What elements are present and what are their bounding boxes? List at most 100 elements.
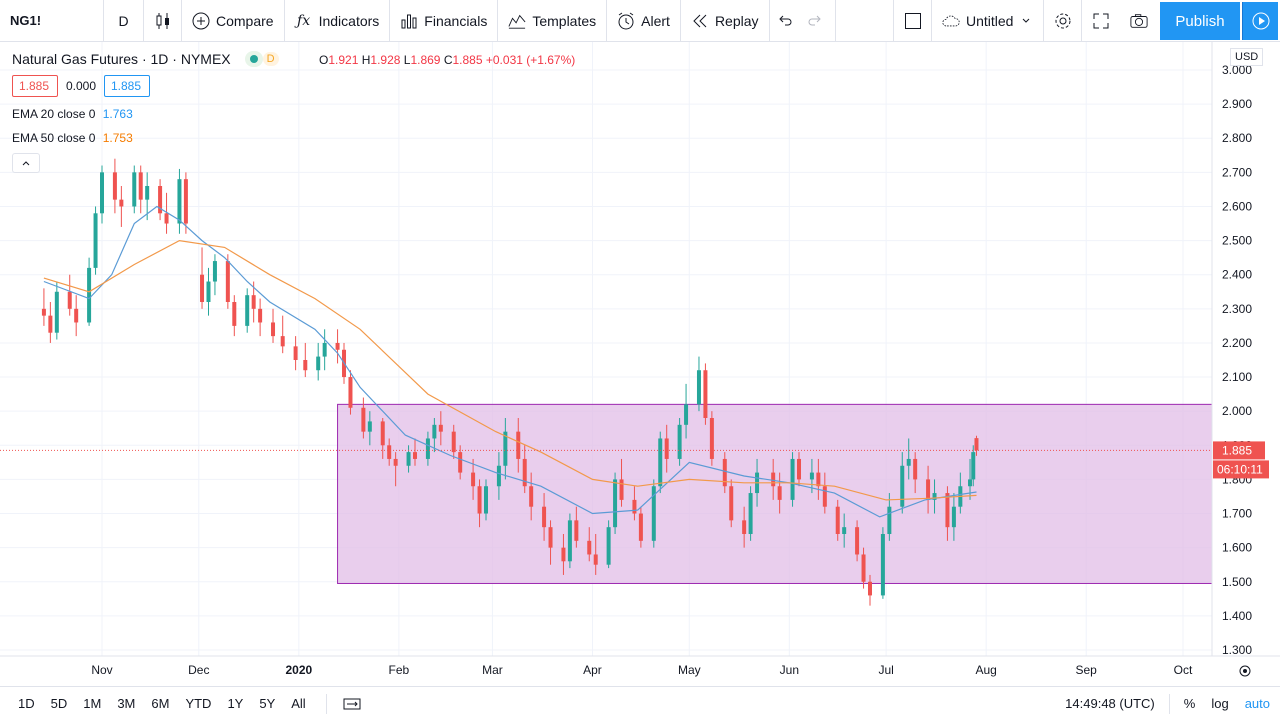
auto-label: auto [1244, 696, 1270, 711]
clock-label: 14:49:48 (UTC) [1065, 696, 1155, 711]
candle [387, 438, 392, 466]
chart-style-button[interactable] [144, 0, 182, 42]
candle [561, 534, 566, 575]
percent-label: % [1183, 696, 1196, 711]
compare-button[interactable]: Compare [182, 0, 285, 42]
range-button-3m[interactable]: 3M [117, 696, 136, 711]
ema20-legend[interactable]: EMA 20 close 0 1.763 [12, 107, 133, 121]
range-button-1m[interactable]: 1M [83, 696, 102, 711]
range-button-all[interactable]: All [291, 696, 306, 711]
time-tick-label: 2020 [285, 663, 312, 677]
candle [48, 302, 53, 343]
candle [816, 458, 821, 500]
chart-title: Natural Gas Futures · 1D · NYMEX [12, 51, 231, 67]
settings-button[interactable] [1044, 0, 1082, 42]
range-button-ytd[interactable]: YTD [185, 696, 212, 711]
publish-button[interactable]: Publish [1160, 2, 1240, 40]
replay-button[interactable]: Replay [681, 0, 770, 42]
range-button-5y[interactable]: 5Y [259, 696, 276, 711]
calendar-range-icon [343, 695, 361, 713]
spread-value: 0.000 [66, 79, 97, 93]
ask-box[interactable]: 1.885 [104, 75, 150, 97]
candle [842, 513, 847, 548]
alert-button[interactable]: Alert [607, 0, 681, 42]
legend-collapse-button[interactable] [12, 153, 40, 173]
candle [771, 458, 776, 500]
fx-icon: ƒx [297, 12, 311, 29]
candle [748, 486, 753, 541]
candle [974, 435, 979, 456]
log-toggle[interactable]: log [1203, 687, 1236, 721]
save-layout-button[interactable]: Untitled [932, 0, 1044, 42]
undo-button[interactable] [770, 0, 800, 42]
price-axis: 3.000 2.900 2.800 2.700 2.600 2.500 2.400 2.300… [0, 42, 1269, 657]
candle [212, 254, 217, 296]
spread-value-box: 0.000 [60, 75, 102, 97]
candle [245, 288, 250, 333]
clock[interactable]: 14:49:48 (UTC) [1057, 687, 1163, 721]
publish-menu-button[interactable] [1242, 2, 1278, 40]
play-circle-icon [1252, 12, 1270, 30]
candle [380, 418, 385, 459]
candle [822, 472, 827, 514]
top-toolbar: NG1! D Compare ƒx Indicators Financials … [0, 0, 1280, 42]
ema20-value: 1.763 [102, 107, 133, 121]
candle [790, 452, 795, 507]
indicators-label: Indicators [318, 12, 380, 29]
range-button-6m[interactable]: 6M [151, 696, 170, 711]
compare-label: Compare [216, 12, 274, 29]
snapshot-button[interactable] [1120, 0, 1158, 42]
candle [542, 493, 547, 541]
time-tick-label: Aug [975, 663, 996, 677]
range-rectangle-shape [337, 403, 1213, 584]
price-chart[interactable]: 3.000 2.900 2.800 2.700 2.600 2.500 2.400 2.300… [0, 42, 1280, 686]
candle [971, 445, 976, 487]
redo-button[interactable] [800, 0, 836, 42]
auto-toggle[interactable]: auto [1237, 687, 1278, 721]
goto-date-button[interactable] [335, 687, 369, 721]
candle [119, 186, 124, 227]
candle [855, 520, 860, 562]
fullscreen-button[interactable] [1082, 0, 1120, 42]
price-tick-label: 1.700 [1222, 507, 1252, 521]
open-label: O [319, 53, 329, 67]
candle [200, 247, 205, 309]
bid-box[interactable]: 1.885 [12, 75, 58, 97]
percent-toggle[interactable]: % [1176, 687, 1204, 721]
time-tick-label: Nov [91, 663, 112, 677]
financials-button[interactable]: Financials [390, 0, 499, 42]
candle [145, 172, 150, 221]
price-tick-label: 3.000 [1222, 63, 1252, 77]
redo-icon [806, 12, 824, 30]
candle [425, 431, 430, 466]
alarm-clock-icon [617, 12, 635, 30]
indicators-button[interactable]: ƒx Indicators [285, 0, 391, 42]
price-tick-label: 2.100 [1222, 370, 1252, 384]
ask-value: 1.885 [111, 79, 142, 93]
candle [271, 308, 276, 343]
price-tick-label: 1.300 [1222, 643, 1252, 657]
candle [880, 527, 885, 599]
templates-icon [508, 12, 526, 30]
candle [471, 458, 476, 500]
interval-button[interactable]: D [104, 0, 144, 42]
ema50-legend[interactable]: EMA 50 close 0 1.753 [12, 131, 133, 145]
layout-select-button[interactable] [894, 0, 932, 42]
candle [613, 472, 618, 534]
ohlc-values: O1.921 H1.928 L1.869 C1.885 +0.031 (+1.6… [319, 53, 575, 67]
candle [632, 486, 637, 521]
publish-label: Publish [1175, 12, 1225, 30]
range-buttons: 1D 5D 1M 3M 6M YTD 1Y 5Y All [10, 687, 314, 721]
templates-button[interactable]: Templates [498, 0, 608, 42]
range-button-5d[interactable]: 5D [50, 696, 68, 711]
range-button-1d[interactable]: 1D [18, 696, 35, 711]
time-tick-label: Jul [878, 663, 893, 677]
symbol-search-button[interactable]: NG1! [0, 0, 104, 42]
price-tick-label: 1.600 [1222, 541, 1252, 555]
candle [516, 418, 521, 473]
range-button-1y[interactable]: 1Y [227, 696, 244, 711]
toolbar-spacer [836, 0, 894, 42]
candle [606, 520, 611, 569]
candle [477, 479, 482, 528]
symbol-legend[interactable]: Natural Gas Futures · 1D · NYMEX D [12, 51, 279, 67]
